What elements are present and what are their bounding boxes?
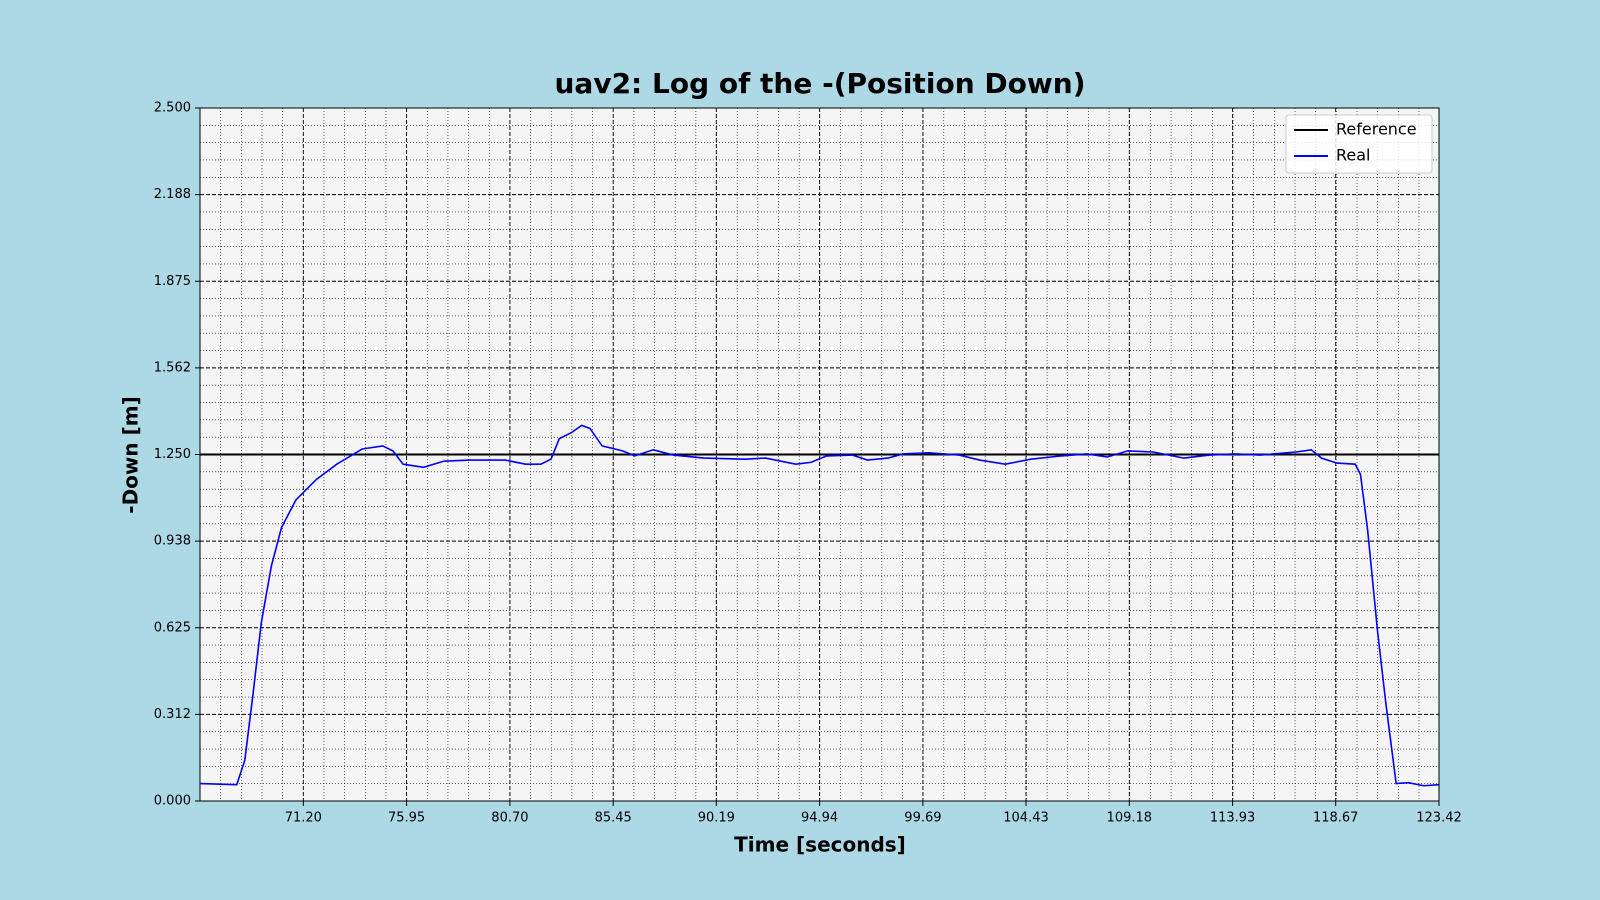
y-tick-label: 2.188	[154, 187, 191, 202]
x-tick-label: 109.18	[1107, 811, 1153, 826]
y-tick-label: 1.562	[154, 360, 191, 375]
series-line	[199, 424, 1440, 787]
x-tick-label: 90.19	[698, 811, 735, 826]
x-tick-label: 75.95	[388, 811, 425, 826]
x-axis-label: Time [seconds]	[734, 833, 906, 857]
y-tick-label: 1.250	[154, 447, 191, 462]
y-tick-label: 0.625	[154, 620, 191, 635]
y-tick-label: 0.312	[154, 707, 191, 722]
y-axis-label: -Down [m]	[119, 396, 143, 513]
y-tick-label: 0.000	[154, 794, 191, 809]
marks	[199, 424, 1440, 787]
legend-label: Real	[1336, 146, 1371, 165]
x-tick-label: 85.45	[595, 811, 632, 826]
y-tick-label: 2.500	[154, 101, 191, 116]
chart-title: uav2: Log of the -(Position Down)	[554, 67, 1085, 100]
y-tick-label: 1.875	[154, 274, 191, 289]
x-tick-label: 99.69	[904, 811, 941, 826]
x-tick-label: 118.67	[1313, 811, 1359, 826]
legend-label: Reference	[1336, 120, 1417, 139]
y-tick-label: 0.938	[154, 534, 191, 549]
x-tick-label: 71.20	[285, 811, 322, 826]
x-tick-label: 123.42	[1416, 811, 1462, 826]
x-tick-label: 80.70	[491, 811, 528, 826]
x-tick-label: 94.94	[801, 811, 838, 826]
x-tick-label: 113.93	[1210, 811, 1256, 826]
x-tick-label: 104.43	[1003, 811, 1049, 826]
